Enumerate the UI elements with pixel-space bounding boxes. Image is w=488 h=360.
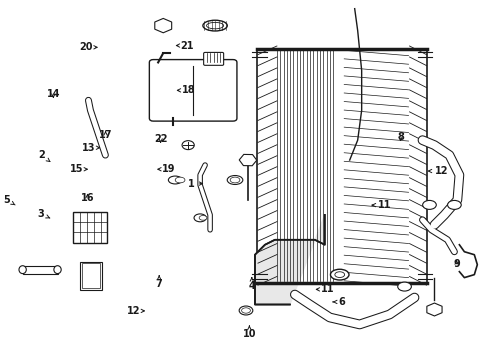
Ellipse shape: [230, 177, 240, 183]
Text: 14: 14: [46, 89, 60, 99]
Ellipse shape: [199, 216, 206, 220]
Ellipse shape: [194, 214, 206, 222]
Text: 12: 12: [126, 306, 144, 316]
Bar: [22, 266, 58, 274]
Ellipse shape: [168, 176, 182, 184]
Text: 4: 4: [248, 278, 255, 291]
Text: 9: 9: [452, 259, 459, 269]
Ellipse shape: [54, 266, 61, 274]
Text: 20: 20: [79, 42, 97, 52]
Text: 3: 3: [38, 209, 50, 219]
Text: 11: 11: [316, 284, 333, 294]
Ellipse shape: [206, 22, 223, 29]
Ellipse shape: [203, 20, 227, 31]
Ellipse shape: [19, 266, 26, 274]
Bar: [81, 262, 102, 289]
Ellipse shape: [241, 308, 250, 313]
Ellipse shape: [330, 269, 348, 280]
Bar: [73, 212, 107, 243]
Text: 18: 18: [177, 85, 195, 95]
Text: 21: 21: [176, 41, 194, 50]
FancyBboxPatch shape: [203, 53, 223, 65]
Text: 22: 22: [154, 134, 167, 144]
Text: 15: 15: [69, 164, 87, 174]
Text: 5: 5: [3, 195, 15, 205]
Text: 16: 16: [81, 193, 94, 203]
Text: 2: 2: [38, 150, 50, 162]
Text: 1: 1: [187, 179, 202, 189]
Text: 6: 6: [332, 297, 345, 307]
Polygon shape: [254, 215, 324, 305]
Text: 17: 17: [99, 130, 112, 140]
Ellipse shape: [334, 272, 344, 278]
Text: 10: 10: [242, 326, 256, 339]
Bar: [82, 263, 100, 288]
Ellipse shape: [175, 177, 184, 183]
Ellipse shape: [182, 141, 194, 150]
Ellipse shape: [227, 176, 243, 184]
Bar: [256, 49, 427, 283]
Text: 13: 13: [81, 143, 100, 153]
FancyBboxPatch shape: [149, 60, 237, 121]
Ellipse shape: [239, 306, 252, 315]
Text: 19: 19: [158, 164, 175, 174]
Ellipse shape: [422, 201, 435, 210]
Text: 7: 7: [156, 276, 162, 289]
Ellipse shape: [397, 282, 410, 291]
Text: 12: 12: [427, 166, 448, 176]
Text: 8: 8: [396, 132, 403, 142]
Text: 11: 11: [371, 200, 391, 210]
Ellipse shape: [447, 201, 460, 210]
